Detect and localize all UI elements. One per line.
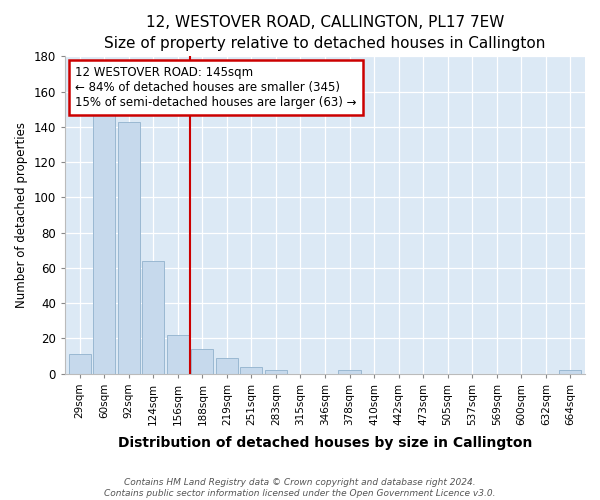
Title: 12, WESTOVER ROAD, CALLINGTON, PL17 7EW
Size of property relative to detached ho: 12, WESTOVER ROAD, CALLINGTON, PL17 7EW … — [104, 15, 545, 51]
Bar — [338, 370, 361, 374]
Bar — [265, 370, 287, 374]
Bar — [68, 354, 91, 374]
Bar — [241, 366, 262, 374]
Bar — [559, 370, 581, 374]
Bar — [167, 335, 189, 374]
Bar — [142, 261, 164, 374]
Y-axis label: Number of detached properties: Number of detached properties — [15, 122, 28, 308]
Bar — [191, 349, 214, 374]
Bar — [216, 358, 238, 374]
Bar — [93, 109, 115, 374]
Text: Contains HM Land Registry data © Crown copyright and database right 2024.
Contai: Contains HM Land Registry data © Crown c… — [104, 478, 496, 498]
Bar — [118, 122, 140, 374]
X-axis label: Distribution of detached houses by size in Callington: Distribution of detached houses by size … — [118, 436, 532, 450]
Text: 12 WESTOVER ROAD: 145sqm
← 84% of detached houses are smaller (345)
15% of semi-: 12 WESTOVER ROAD: 145sqm ← 84% of detach… — [76, 66, 357, 109]
